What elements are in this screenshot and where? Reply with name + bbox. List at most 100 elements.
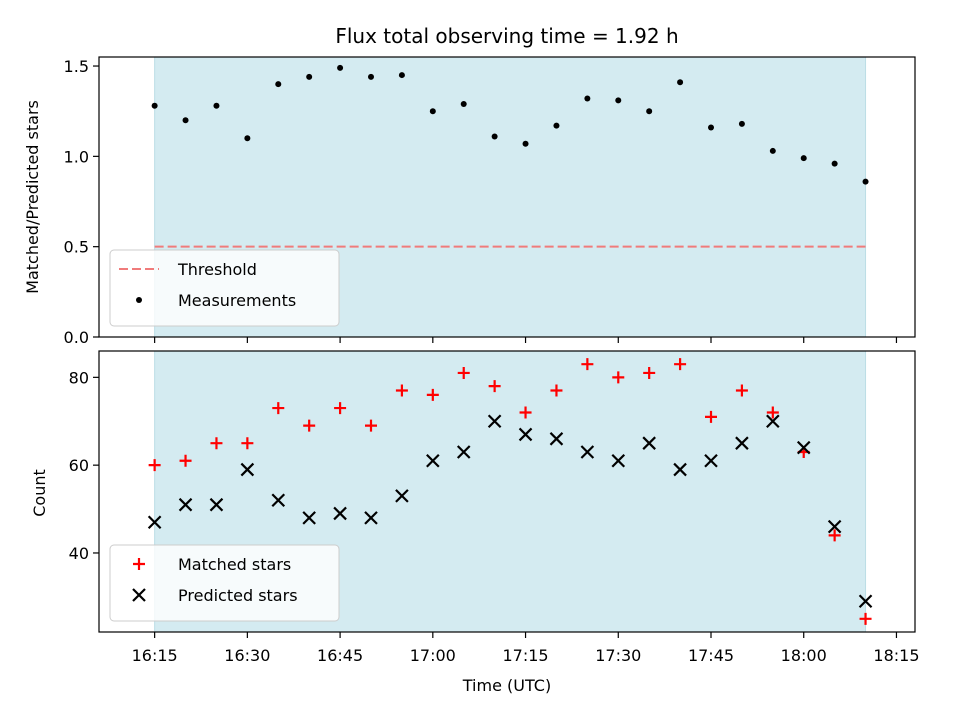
data-point: [429, 108, 436, 115]
x-tick-label: 17:00: [410, 646, 456, 665]
data-point: [553, 122, 560, 129]
data-point: [488, 380, 501, 393]
data-point: [735, 384, 748, 397]
data-point: [147, 515, 162, 530]
x-tick-label: 18:15: [873, 646, 919, 665]
data-point: [209, 497, 224, 512]
data-point: [487, 414, 502, 429]
x-tick-label: 17:45: [688, 646, 734, 665]
bottom-y-axis-label: Count: [30, 469, 49, 517]
data-point: [677, 79, 684, 86]
data-point: [241, 437, 254, 450]
data-point: [333, 506, 347, 521]
data-point: [581, 358, 594, 371]
data-point: [796, 440, 811, 455]
data-point: [460, 100, 467, 107]
data-point: [550, 384, 563, 397]
bottom-panel: 40 60 80 16:15 16:30 16:45 17:00 17:15 17:30 17:4…: [69, 350, 920, 665]
data-point: [426, 453, 440, 468]
legend: Threshold Measurements: [109, 249, 340, 327]
data-point: [395, 384, 408, 397]
data-point: [522, 140, 529, 147]
y-tick-label: 0.0: [64, 328, 89, 347]
data-point: [244, 135, 251, 142]
data-point: [337, 64, 344, 71]
data-point: [179, 454, 192, 467]
data-point: [674, 358, 687, 371]
data-point: [708, 124, 714, 131]
data-point: [704, 453, 718, 468]
axes-frame: [98, 56, 916, 338]
data-point: [398, 72, 405, 79]
data-point: [182, 117, 189, 124]
x-tick-label: 16:15: [132, 646, 178, 665]
x-tick-label: 17:15: [502, 646, 548, 665]
data-point: [858, 594, 873, 609]
data-point: [673, 462, 687, 477]
data-point: [766, 414, 780, 429]
top-panel: 0.0 0.5 1.0 1.5 Threshold Measurements: [64, 56, 916, 347]
x-tick-label: 16:30: [224, 646, 270, 665]
data-point: [738, 120, 745, 127]
data-point: [615, 97, 622, 104]
data-point: [148, 459, 161, 472]
axes-frame: [98, 350, 916, 633]
legend-box: [109, 249, 340, 327]
legend-swatch: [136, 297, 142, 303]
data-point: [210, 437, 223, 450]
data-point: [213, 102, 220, 109]
data-point: [151, 102, 158, 109]
x-tick-label: 17:30: [595, 646, 641, 665]
data-point: [643, 366, 656, 379]
data-point: [365, 419, 377, 432]
data-point: [705, 410, 717, 423]
data-point: [519, 406, 532, 419]
y-tick-label: 1.5: [64, 57, 89, 76]
data-point: [456, 445, 471, 459]
data-point: [178, 497, 193, 512]
data-point: [800, 155, 807, 162]
data-point: [240, 462, 255, 477]
x-tick-label: 18:00: [781, 646, 827, 665]
data-point: [457, 366, 470, 379]
legend-swatch: [132, 588, 146, 602]
legend-swatch: [133, 558, 145, 570]
data-point: [859, 612, 872, 625]
data-point: [646, 108, 653, 115]
y-tick-label: 60: [69, 456, 89, 475]
top-y-axis-label: Matched/Predicted stars: [23, 100, 42, 294]
data-point: [766, 406, 779, 419]
data-point: [831, 160, 838, 167]
legend-label: Predicted stars: [178, 586, 298, 605]
data-point: [275, 81, 282, 88]
data-point: [612, 371, 625, 384]
data-point: [364, 511, 378, 525]
data-point: [611, 453, 626, 468]
y-tick-label: 0.5: [64, 238, 89, 257]
legend-box: [109, 544, 340, 622]
y-tick-label: 80: [69, 368, 89, 387]
data-point: [642, 436, 656, 450]
data-point: [584, 95, 591, 102]
legend: Matched stars Predicted stars: [109, 544, 340, 622]
x-tick-label: 16:45: [317, 646, 363, 665]
y-tick-label: 1.0: [64, 147, 89, 166]
data-point: [827, 519, 842, 534]
data-point: [769, 147, 776, 154]
legend-label: Matched stars: [178, 555, 291, 574]
legend-label: Threshold: [177, 260, 257, 279]
data-point: [334, 402, 347, 415]
data-point: [272, 402, 285, 415]
data-point: [491, 133, 498, 140]
y-tick-label: 40: [69, 544, 89, 563]
data-point: [828, 529, 841, 542]
data-point: [580, 445, 595, 459]
x-axis-label: Time (UTC): [462, 676, 551, 695]
legend-label: Measurements: [178, 291, 296, 310]
data-point: [735, 436, 749, 450]
data-point: [306, 73, 313, 80]
data-point: [426, 388, 439, 401]
data-point: [368, 73, 374, 80]
chart-title: Flux total observing time = 1.92 h: [335, 24, 678, 48]
